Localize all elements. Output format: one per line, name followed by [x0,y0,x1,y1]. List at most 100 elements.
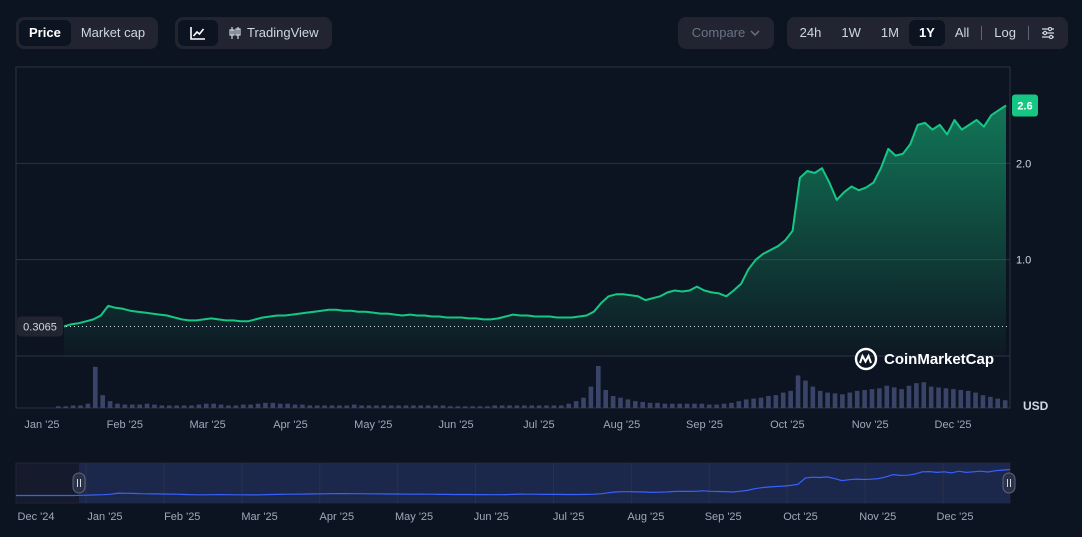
volume-bar [1002,400,1008,408]
volume-bar [492,405,498,408]
volume-bar [721,403,727,408]
volume-bar [847,392,853,408]
volume-bar [115,403,120,408]
volume-bar [337,405,342,408]
volume-bar [669,403,675,408]
navigator-tick-label: Aug '25 [627,511,664,523]
price-chart[interactable]: 1.0 2.0 0.3065 2.6 Jan '25 Feb '25 Mar '25 Apr… [0,0,1082,440]
volume-bar [995,398,1001,408]
chart-settings-button[interactable] [1031,20,1065,46]
volume-bar [973,392,978,408]
compare-label: Compare [691,25,746,40]
volume-bar [884,385,890,408]
volume-bar [499,405,505,408]
chart-type-tabs: TradingView [175,17,332,49]
range-all[interactable]: All [954,25,970,40]
volume-bar [825,392,830,408]
volume-bar [573,401,579,408]
tab-price[interactable]: Price [19,20,71,46]
volume-bar [240,404,246,408]
volume-bar [277,403,283,408]
range-1y[interactable]: 1Y [908,20,945,46]
volume-bar [773,395,779,408]
volume-bar [455,406,461,408]
volume-bar [559,405,564,408]
line-chart-button[interactable] [178,20,218,46]
volume-bar [63,406,69,408]
volume-bar [70,405,76,408]
volume-bar [640,402,646,408]
sliders-icon [1042,27,1054,39]
volume-bar [988,396,993,408]
volume-bar [951,389,956,408]
navigator-tick-label: May '25 [395,511,433,523]
navigator-tick-label: Mar '25 [241,511,277,523]
start-price-label: 0.3065 [23,321,57,333]
x-tick-label: Jun '25 [439,419,474,431]
compare-button[interactable]: Compare [682,20,770,46]
volume-bar [921,382,927,408]
volume-bar [351,404,357,408]
divider [981,26,983,40]
volume-bar [632,401,638,408]
navigator-tick-label: Dec '24 [18,511,55,523]
volume-bar [610,396,616,408]
tab-market-cap[interactable]: Market cap [80,25,146,40]
log-toggle[interactable]: Log [994,25,1016,40]
navigator-right-handle[interactable] [1002,472,1016,494]
price-line [63,104,1007,328]
x-tick-label: Mar '25 [189,419,225,431]
tradingview-label: TradingView [247,25,319,40]
tradingview-button[interactable]: TradingView [218,20,329,46]
y-tick-label: 2.0 [1016,158,1031,170]
volume-bar [366,405,372,408]
volume-bar [729,402,734,408]
volume-bar [529,405,535,408]
volume-bar [85,403,91,408]
metric-tabs: Price Market cap [16,17,159,49]
volume-bar [840,394,845,408]
start-price-badge [17,316,63,337]
range-1w[interactable]: 1W [841,25,861,40]
navigator-tick-label: Nov '25 [859,511,896,523]
volume-bar [854,390,860,408]
volume-bar [433,405,438,408]
volume-bar [803,380,808,408]
volume-bar [899,389,904,408]
volume-bar [891,387,897,408]
range-1m[interactable]: 1M [880,25,899,40]
volume-bar [522,405,527,408]
volume-bar [485,406,490,408]
navigator-left-handle[interactable] [72,472,86,494]
volume-bar [56,406,61,408]
volume-bar [832,393,838,408]
coinmarketcap-watermark: CoinMarketCap [854,347,994,371]
volume-bar [603,390,609,408]
volume-bar [396,405,401,408]
volume-bar [381,405,387,408]
compare-dropdown[interactable]: Compare [678,17,774,49]
price-area [64,105,1006,356]
volume-bar [196,404,202,408]
volume-bar [226,405,231,408]
navigator-tick-label: Feb '25 [164,511,200,523]
last-price-badge [1012,94,1038,117]
navigator-tick-label: Oct '25 [783,511,818,523]
volume-bar [943,388,949,408]
volume-bar [817,390,823,408]
volume-bar [810,386,816,408]
volume-bar [536,405,542,408]
x-tick-label: May '25 [354,419,392,431]
volume-bar [300,404,305,408]
volume-bar [159,405,165,408]
volume-bar [566,403,572,408]
volume-bar [233,405,239,408]
volume-bar [137,404,142,408]
volume-bar [92,366,98,408]
range-24h[interactable]: 24h [799,25,822,40]
volume-bar [507,405,512,408]
volume-bar [647,402,653,408]
volume-bar [877,388,882,408]
x-tick-label: Dec '25 [935,419,972,431]
volume-bar [618,397,623,408]
